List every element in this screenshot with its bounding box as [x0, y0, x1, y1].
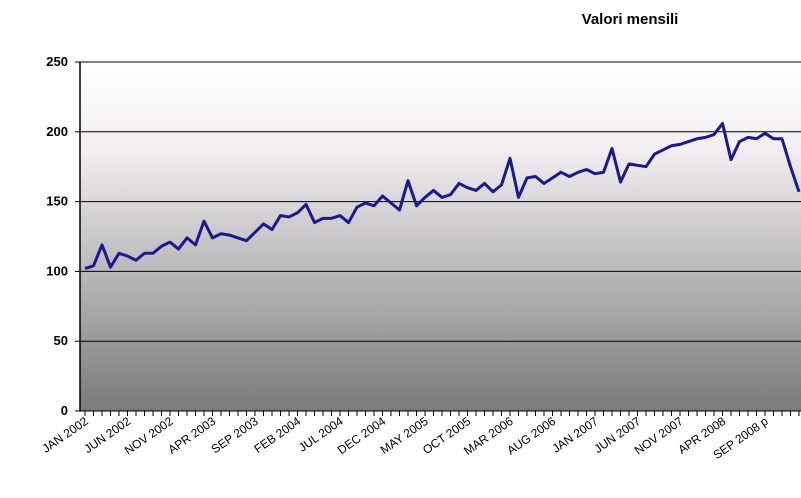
x-tick-label: SEP 2003	[209, 414, 261, 457]
plot-background	[80, 62, 801, 411]
y-tick-label: 0	[61, 403, 68, 418]
x-tick-label: NOV 2007	[632, 414, 686, 458]
x-tick-label: AUG 2006	[504, 414, 558, 458]
chart-title: Valori mensili	[582, 11, 679, 28]
x-tick-label: APR 2003	[165, 414, 218, 457]
x-tick-label: JAN 2002	[40, 414, 91, 456]
y-tick-label: 150	[46, 194, 68, 209]
y-tick-label: 100	[46, 263, 68, 278]
x-tick-label: NOV 2002	[122, 414, 176, 458]
x-tick-label: JAN 2007	[550, 414, 601, 456]
y-tick-label: 50	[54, 333, 68, 348]
line-series	[84, 121, 801, 271]
y-tick-label: 250	[46, 54, 68, 69]
x-tick-label: FEB 2004	[251, 414, 303, 456]
y-tick-label: 200	[46, 124, 68, 139]
